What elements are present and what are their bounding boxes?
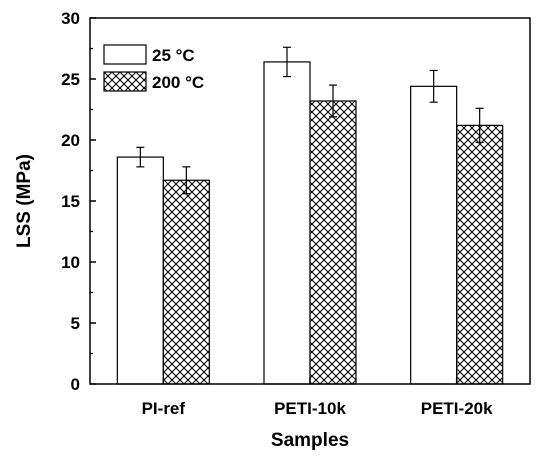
bar-series2 xyxy=(309,100,357,385)
legend-label: 25 °C xyxy=(152,46,195,65)
x-category-label: PETI-20k xyxy=(421,399,493,418)
x-category-label: PETI-10k xyxy=(274,399,346,418)
y-tick-label: 5 xyxy=(71,314,80,333)
legend-swatch xyxy=(103,44,147,65)
plot-area: 0 5 10 15 20 25 30 PI-ref PETI-10k PETI-20k xyxy=(61,9,504,418)
plot-frame xyxy=(89,17,531,385)
y-tick-label: 0 xyxy=(71,375,80,394)
y-tick-label: 10 xyxy=(61,253,80,272)
legend: 25 °C 200 °C xyxy=(103,44,204,92)
legend-swatch xyxy=(103,71,147,92)
y-axis-title: LSS (MPa) xyxy=(14,154,35,248)
bar-series1 xyxy=(116,156,164,385)
bar-series2 xyxy=(456,124,504,385)
y-tick-label: 15 xyxy=(61,192,80,211)
bar-series1 xyxy=(410,85,458,385)
y-tick-label: 20 xyxy=(61,131,80,150)
y-tick-label: 25 xyxy=(61,70,80,89)
x-category-label: PI-ref xyxy=(142,399,186,418)
x-axis-title: Samples xyxy=(271,430,349,451)
bar-series1 xyxy=(263,61,311,385)
legend-label: 200 °C xyxy=(152,73,204,92)
y-tick-label: 30 xyxy=(61,9,80,28)
bar-series2 xyxy=(162,179,210,385)
